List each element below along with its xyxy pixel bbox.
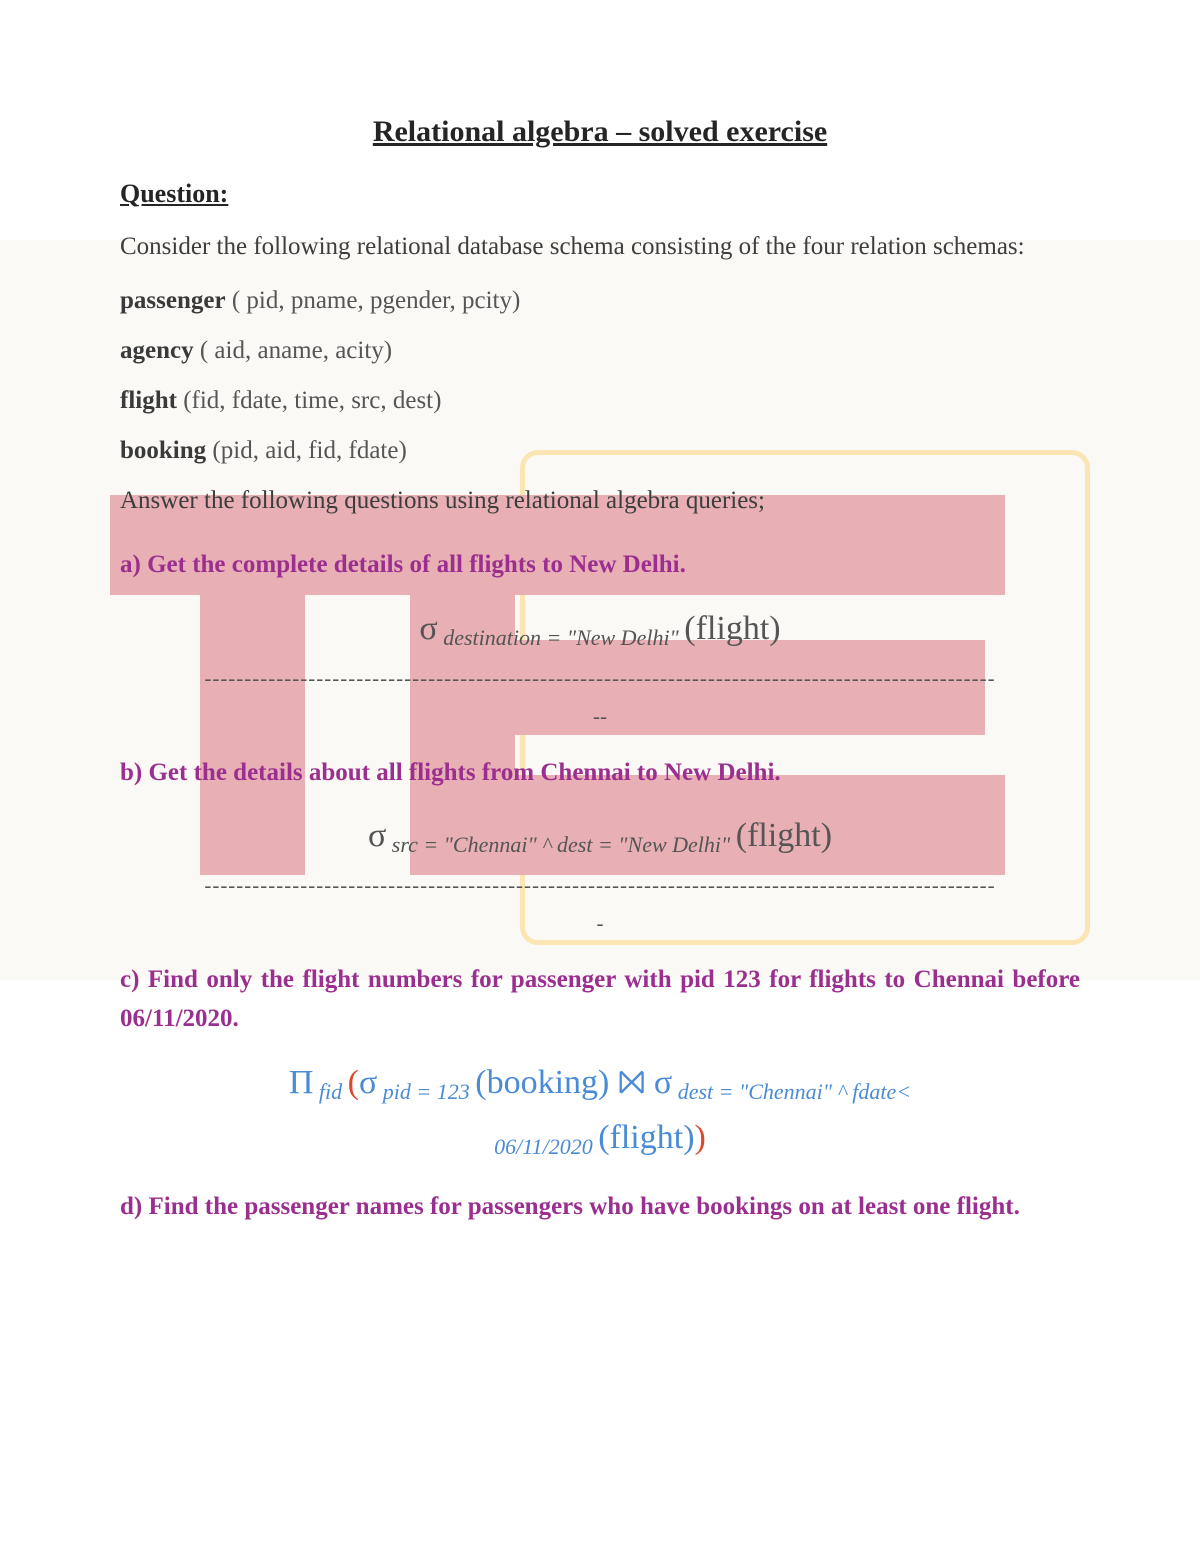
relation: (booking) [475,1064,609,1101]
formula-b: σ src = "Chennai" ^ dest = "New Delhi" (… [120,810,1080,861]
schema-name: booking [120,437,206,464]
schema-attrs: (pid, aid, fid, fdate) [206,437,407,464]
sigma-subscript: pid = 123 [377,1079,475,1104]
formula-c-line2: 06/11/2020 (flight)) [120,1112,1080,1163]
schema-booking: booking (pid, aid, fid, fdate) [120,431,1080,471]
question-c: c) Find only the flight numbers for pass… [120,961,1080,1039]
schema-flight: flight (fid, fdate, time, src, dest) [120,381,1080,421]
schema-attrs: (fid, fdate, time, src, dest) [177,387,442,414]
intro-text: Consider the following relational databa… [120,227,1080,267]
schema-name: passenger [120,287,226,314]
separator: ----------------------------------------… [120,867,1080,905]
question-d: d) Find the passenger names for passenge… [120,1188,1080,1227]
sigma-symbol: σ [368,817,386,854]
schema-attrs: ( pid, pname, pgender, pcity) [226,287,521,314]
schema-name: flight [120,387,177,414]
document-page: Relational algebra – solved exercise Que… [0,0,1200,1553]
formula-a: σ destination = "New Delhi" (flight) [120,603,1080,654]
schema-name: agency [120,337,194,364]
paren-close: ) [695,1119,706,1156]
sigma-symbol: σ [359,1064,377,1101]
schema-passenger: passenger ( pid, pname, pgender, pcity) [120,281,1080,321]
separator-cont: - [120,911,1080,936]
pi-symbol: Π [289,1064,314,1101]
pi-subscript: fid [313,1079,347,1104]
sigma-subscript-cont: 06/11/2020 [494,1134,598,1159]
join-symbol: ⨝ [609,1064,654,1101]
schema-attrs: ( aid, aname, acity) [194,337,393,364]
page-title: Relational algebra – solved exercise [120,115,1080,149]
relation: (flight) [598,1119,694,1156]
formula-c-line1: Π fid (σ pid = 123 (booking) ⨝ σ dest = … [120,1057,1080,1108]
sigma-subscript: dest = "Chennai" ^ fdate< [672,1079,911,1104]
separator-cont: -- [120,704,1080,729]
sigma-symbol: σ [419,610,437,647]
paren-open: ( [348,1064,359,1101]
question-a: a) Get the complete details of all fligh… [120,546,1080,585]
schema-agency: agency ( aid, aname, acity) [120,331,1080,371]
sigma-subscript: destination = "New Delhi" [438,625,685,650]
relation: (flight) [736,817,832,854]
question-b: b) Get the details about all flights fro… [120,754,1080,793]
separator: ----------------------------------------… [120,660,1080,698]
sigma-symbol: σ [654,1064,672,1101]
sigma-subscript: src = "Chennai" ^ dest = "New Delhi" [386,832,735,857]
question-heading: Question: [120,179,1080,209]
relation: (flight) [684,610,780,647]
instruction-text: Answer the following questions using rel… [120,481,1080,521]
content: Relational algebra – solved exercise Que… [120,115,1080,1226]
